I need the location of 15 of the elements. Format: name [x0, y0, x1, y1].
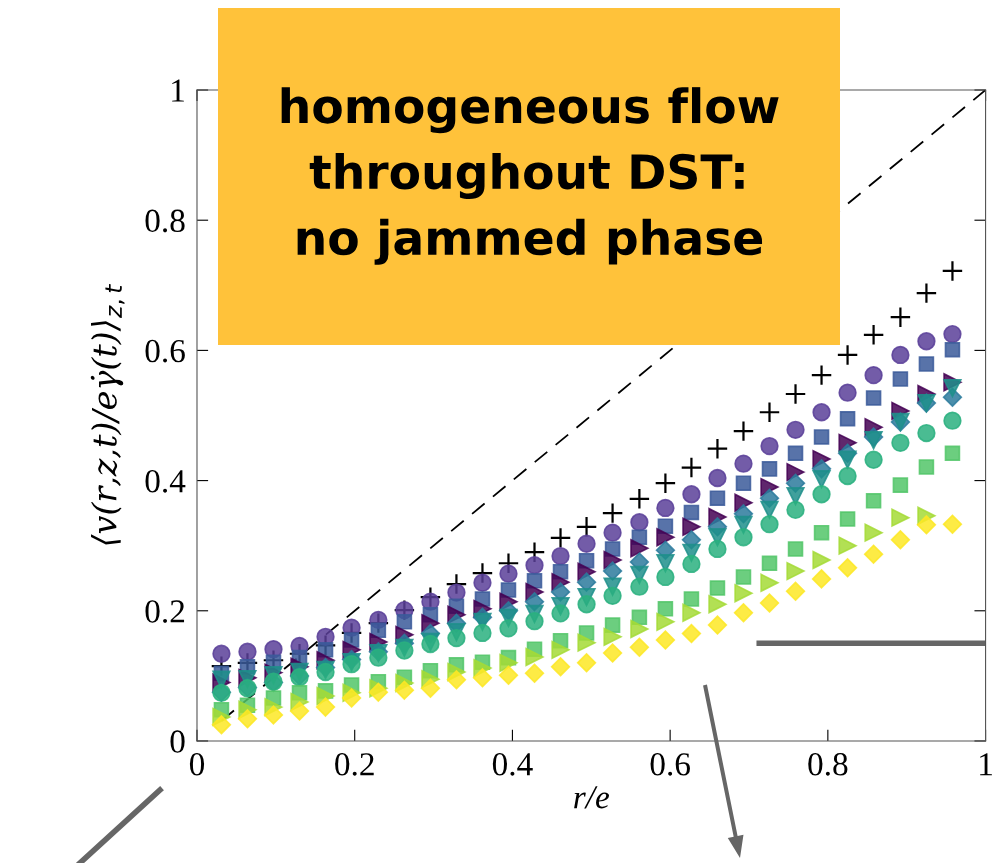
- y-tick-label: 0: [170, 730, 185, 753]
- y-axis-title: ⟨v(r,z,t)/eγ̇(t)⟩$_{z,t}$: [90, 283, 125, 545]
- x-tick-label: 0.2: [335, 753, 374, 776]
- x-tick-label: 0.6: [650, 753, 690, 776]
- y-tick-label: 0.8: [145, 209, 185, 233]
- x-tick-label: 0.4: [492, 753, 533, 776]
- x-tick-label: 0: [189, 753, 205, 776]
- annotation: homogeneous flow throughout DST: no jammed phase: [281, 87, 779, 265]
- y-tick-label: 0.4: [145, 469, 186, 493]
- x-tick-label: 0.8: [808, 753, 848, 776]
- x-tick-label: 1: [980, 753, 992, 776]
- x-axis-title: r/e: [574, 786, 610, 809]
- y-tick-label: 0.6: [145, 339, 185, 363]
- y-tick-label: 0.2: [145, 600, 185, 623]
- y-tick-label: 1: [172, 79, 184, 102]
